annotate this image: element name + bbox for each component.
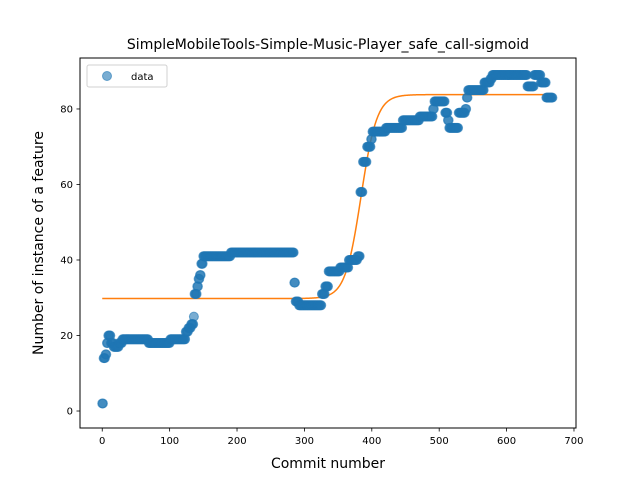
data-point (540, 77, 551, 88)
x-tick-label: 0 (99, 436, 105, 447)
data-point (361, 156, 372, 167)
x-tick-label: 700 (564, 436, 583, 447)
legend: data (86, 64, 168, 88)
plot-area (80, 58, 576, 428)
data-point (453, 122, 464, 133)
x-tick-label: 200 (227, 436, 246, 447)
data-point (288, 247, 299, 258)
x-tick-label: 300 (295, 436, 314, 447)
data-point (461, 103, 472, 114)
plot-frame (79, 57, 577, 429)
legend-marker-data (102, 71, 112, 81)
y-axis-label: Number of instance of a feature (31, 131, 47, 355)
data-point (547, 92, 558, 103)
data-point (439, 96, 450, 107)
points-layer (97, 69, 558, 409)
y-axis-ticks: 0 20 40 60 80 (60, 104, 80, 418)
chart-title: SimpleMobileTools-Simple-Music-Player_sa… (127, 37, 529, 53)
x-tick-label: 400 (362, 436, 381, 447)
x-tick-label: 100 (160, 436, 179, 447)
data-point (316, 300, 327, 311)
data-point (188, 311, 199, 322)
x-tick-label: 500 (430, 436, 449, 447)
data-point (289, 277, 300, 288)
y-tick-label: 80 (60, 104, 73, 115)
data-point (101, 349, 112, 360)
data-point (97, 398, 108, 409)
data-point (357, 187, 368, 198)
x-tick-label: 600 (497, 436, 516, 447)
y-tick-label: 20 (60, 331, 73, 342)
y-tick-label: 0 (67, 407, 73, 418)
data-point (195, 270, 206, 281)
x-axis-ticks: 0 100 200 300 400 500 600 700 (99, 428, 584, 447)
data-point (354, 251, 365, 262)
y-tick-label: 60 (60, 180, 73, 191)
data-point (323, 281, 333, 292)
legend-box (86, 64, 168, 88)
x-axis-label: Commit number (271, 456, 385, 472)
legend-label-data: data (131, 72, 154, 83)
y-tick-label: 40 (60, 255, 73, 266)
